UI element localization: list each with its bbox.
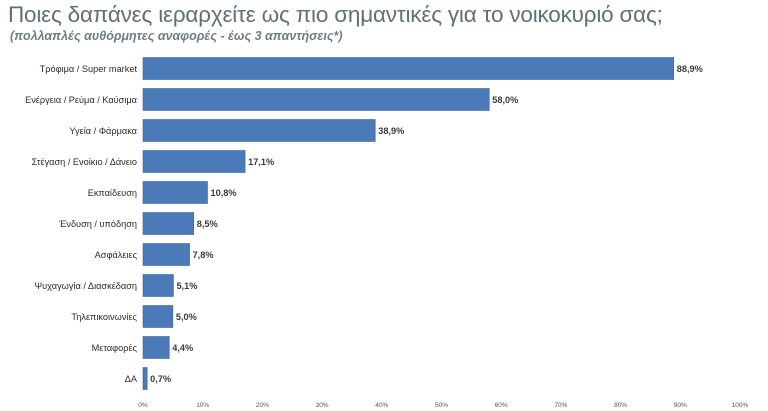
x-tick-label: 30% bbox=[316, 402, 329, 409]
bar bbox=[142, 367, 148, 390]
bar bbox=[142, 212, 195, 235]
category-label: Ασφάλειες bbox=[95, 250, 138, 260]
bar bbox=[142, 88, 490, 111]
bar bbox=[142, 119, 376, 142]
value-label: 5,1% bbox=[176, 281, 197, 291]
value-label: 0,7% bbox=[150, 374, 171, 384]
category-label: Ψυχαγωγία / Διασκέδαση bbox=[34, 281, 137, 291]
x-tick-label: 10% bbox=[196, 402, 209, 409]
value-label: 5,0% bbox=[176, 312, 197, 322]
x-tick-label: 0% bbox=[138, 402, 148, 409]
value-label: 58,0% bbox=[492, 95, 518, 105]
x-tick-label: 90% bbox=[674, 402, 687, 409]
category-label: Ένδυση / υπόδηση bbox=[58, 219, 137, 229]
category-label: Τηλεπικοινωνίες bbox=[71, 312, 137, 322]
x-tick-label: 40% bbox=[375, 402, 388, 409]
bar bbox=[142, 57, 675, 80]
value-label: 8,5% bbox=[197, 219, 218, 229]
bar bbox=[142, 274, 174, 297]
category-label: ΔΑ bbox=[125, 374, 138, 384]
category-label: Εκπαίδευση bbox=[88, 188, 137, 198]
bar bbox=[142, 336, 170, 359]
category-label: Στέγαση / Ενοίκιο / Δάνειο bbox=[32, 157, 137, 167]
category-label: Υγεία / Φάρμακα bbox=[69, 126, 137, 136]
bar bbox=[142, 305, 174, 328]
category-label: Ενέργεια / Ρεύμα / Καύσιμα bbox=[25, 95, 138, 105]
value-label: 88,9% bbox=[677, 64, 703, 74]
x-tick-label: 60% bbox=[495, 402, 508, 409]
bar bbox=[142, 150, 246, 173]
bar bbox=[142, 243, 190, 266]
chart-subtitle: (πολλαπλές αυθόρμητες αναφορές - έως 3 α… bbox=[10, 29, 343, 43]
value-label: 4,4% bbox=[172, 343, 193, 353]
x-tick-label: 50% bbox=[435, 402, 448, 409]
chart-title: Ποιες δαπάνες ιεραρχείτε ως πιο σημαντικ… bbox=[8, 2, 663, 27]
value-label: 10,8% bbox=[210, 188, 236, 198]
x-tick-label: 80% bbox=[614, 402, 627, 409]
category-label: Τρόφιμα / Super market bbox=[40, 64, 138, 74]
value-label: 38,9% bbox=[378, 126, 404, 136]
category-label: Μεταφορές bbox=[92, 343, 138, 353]
value-label: 7,8% bbox=[193, 250, 214, 260]
bar bbox=[142, 181, 208, 204]
value-label: 17,1% bbox=[248, 157, 274, 167]
x-tick-label: 70% bbox=[554, 402, 567, 409]
x-tick-label: 20% bbox=[256, 402, 269, 409]
x-tick-label: 100% bbox=[732, 402, 749, 409]
